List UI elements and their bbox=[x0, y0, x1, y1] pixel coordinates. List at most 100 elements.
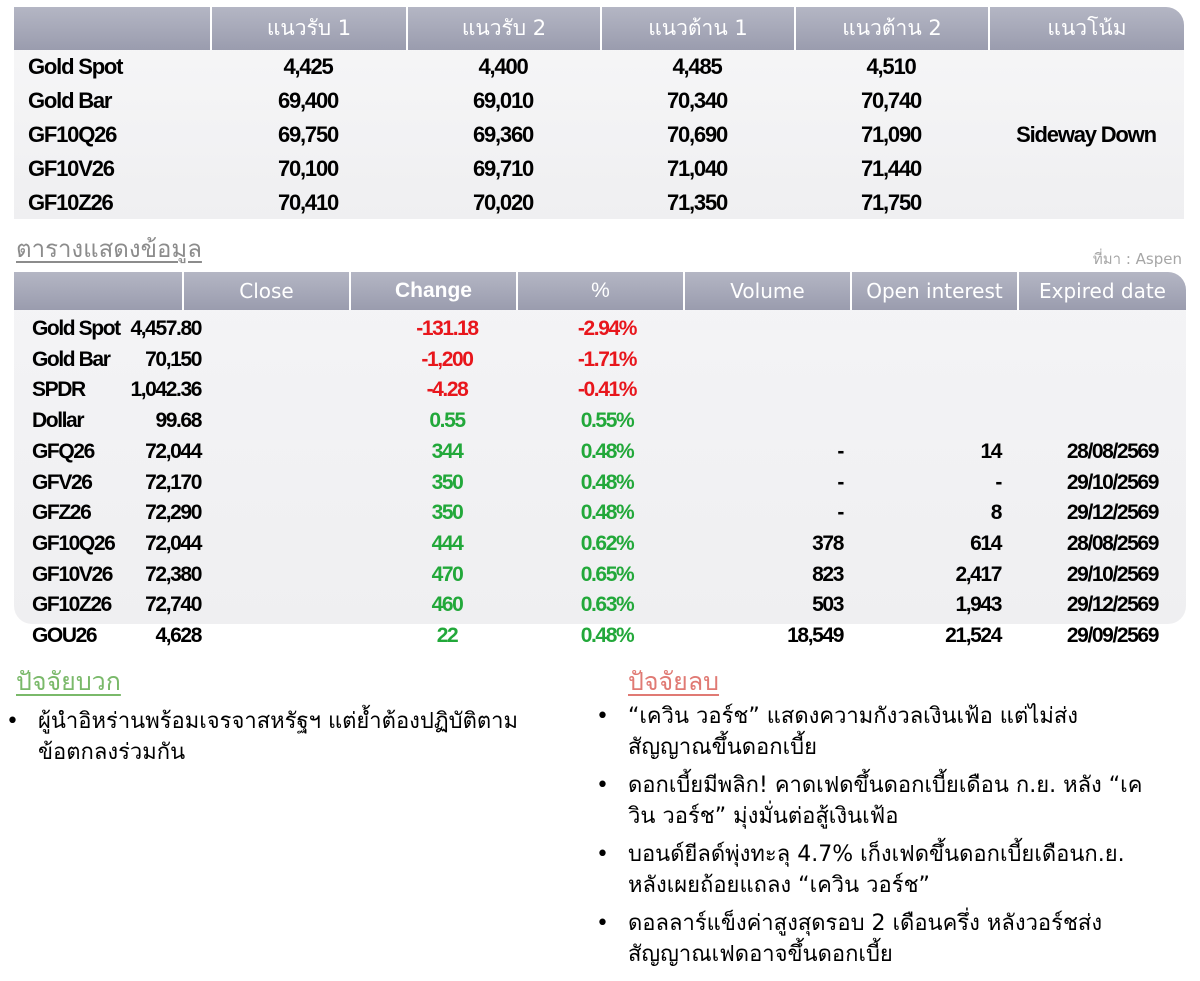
dt-open-interest-value: 8 bbox=[990, 501, 1003, 525]
dt-volume-value: 18,549 bbox=[787, 624, 844, 647]
bullet-icon: • bbox=[596, 773, 609, 798]
sr-s1-value: 69,750 bbox=[277, 122, 339, 147]
dt-header-volume: Volume bbox=[683, 272, 850, 310]
dt-close-value: 70,150 bbox=[145, 347, 202, 371]
dt-change-value: -131.18 bbox=[416, 317, 479, 340]
dt-instrument-name: Dollar bbox=[32, 409, 85, 433]
sr-s1-value: 4,425 bbox=[283, 54, 333, 79]
dt-row: Gold Spot 4,457.80 -131.18 -2.94% bbox=[14, 314, 1186, 344]
dt-instrument-name: GFZ26 bbox=[32, 501, 92, 525]
dt-volume-value: 823 bbox=[812, 562, 844, 586]
dt-instrument-name: GF10Z26 bbox=[32, 593, 112, 617]
positive-factor-item: • ผู้นำอิหร่านพร้อมเจรจาสหรัฐฯ แต่ย้ำต้อง… bbox=[6, 706, 546, 768]
sr-r2-value: 71,750 bbox=[860, 190, 922, 215]
dt-instrument-name: Gold Spot bbox=[32, 317, 121, 340]
dt-close-value: 4,457.80 bbox=[130, 317, 202, 340]
sr-s2-value: 69,010 bbox=[472, 88, 534, 113]
sr-row: GF10V26 70,100 69,710 71,040 71,440 bbox=[14, 152, 1184, 186]
sr-s2-value: 70,020 bbox=[472, 190, 534, 215]
dt-open-interest-value: 21,524 bbox=[945, 624, 1002, 647]
positive-factors-list: • ผู้นำอิหร่านพร้อมเจรจาสหรัฐฯ แต่ย้ำต้อง… bbox=[6, 706, 546, 775]
dt-close-value: 72,170 bbox=[145, 470, 202, 494]
dt-instrument-name: SPDR bbox=[32, 378, 86, 402]
sr-s2-value: 4,400 bbox=[478, 54, 528, 79]
sr-r1-value: 70,690 bbox=[666, 122, 728, 147]
sr-instrument-name: GF10Z26 bbox=[28, 190, 114, 215]
dt-change-value: 22 bbox=[436, 624, 459, 647]
sr-header-blank bbox=[14, 7, 210, 50]
dt-row: GF10Z26 72,740 460 0.63% 503 1,943 29/12/2569 bbox=[14, 590, 1186, 620]
section-title: ตารางแสดงข้อมูล bbox=[16, 235, 202, 263]
bullet-icon: • bbox=[596, 911, 609, 936]
dt-open-interest-value: 2,417 bbox=[955, 562, 1002, 586]
dt-close-value: 72,044 bbox=[145, 439, 202, 463]
dt-instrument-name: GF10V26 bbox=[32, 562, 113, 586]
dt-open-interest-value: 614 bbox=[970, 531, 1002, 555]
dt-header-expired-date: Expired date bbox=[1017, 272, 1186, 310]
sr-row: Gold Spot 4,425 4,400 4,485 4,510 bbox=[14, 50, 1184, 84]
dt-volume-value: - bbox=[837, 470, 844, 494]
dt-row: GF10V26 72,380 470 0.65% 823 2,417 29/10/2569 bbox=[14, 560, 1186, 590]
dt-instrument-name: GF10Q26 bbox=[32, 531, 116, 555]
dt-volume-value: - bbox=[837, 439, 844, 463]
sr-instrument-name: GF10Q26 bbox=[28, 122, 117, 147]
dt-change-value: 460 bbox=[431, 593, 464, 617]
dt-change-value: 350 bbox=[431, 470, 464, 494]
dt-row: GFZ26 72,290 350 0.48% - 8 29/12/2569 bbox=[14, 498, 1186, 528]
dt-header-blank bbox=[14, 272, 182, 310]
dt-percent-value: 0.62% bbox=[580, 531, 635, 555]
dt-expired-date-value: 29/12/2569 bbox=[1066, 593, 1160, 617]
dt-change-value: 444 bbox=[431, 531, 464, 555]
dt-expired-date-value: 28/08/2569 bbox=[1066, 531, 1160, 555]
dt-percent-value: -2.94% bbox=[577, 317, 638, 340]
support-resistance-table: แนวรับ 1 แนวรับ 2 แนวต้าน 1 แนวต้าน 2 แน… bbox=[14, 7, 1184, 219]
dt-percent-value: 0.48% bbox=[580, 624, 635, 647]
dt-percent-value: 0.65% bbox=[580, 562, 635, 586]
positive-factors-title: ปัจจัยบวก bbox=[16, 667, 121, 696]
dt-change-value: 470 bbox=[431, 562, 464, 586]
dt-percent-value: 0.63% bbox=[580, 593, 635, 617]
dt-row: Gold Bar 70,150 -1,200 -1.71% bbox=[14, 345, 1186, 375]
sr-s2-value: 69,710 bbox=[472, 156, 534, 181]
bullet-icon: • bbox=[596, 704, 609, 729]
negative-factor-text: “เควิน วอร์ช” แสดงความกังวลเงินเฟ้อ แต่ไ… bbox=[628, 704, 1078, 760]
dt-volume-value: 503 bbox=[812, 593, 844, 617]
dt-close-value: 4,628 bbox=[155, 624, 202, 647]
sr-row: GF10Z26 70,410 70,020 71,350 71,750 bbox=[14, 186, 1184, 219]
negative-factors-list: • “เควิน วอร์ช” แสดงความกังวลเงินเฟ้อ แต่… bbox=[596, 701, 1156, 977]
sr-r1-value: 71,040 bbox=[666, 156, 728, 181]
sr-s2-value: 69,360 bbox=[472, 122, 534, 147]
negative-factor-text: ดอลลาร์แข็งค่าสูงสุดรอบ 2 เดือนครึ่ง หลั… bbox=[628, 911, 1103, 967]
dt-close-value: 99.68 bbox=[155, 409, 202, 433]
sr-trend-value: Sideway Down bbox=[1016, 121, 1157, 147]
sr-row: GF10Q26 69,750 69,360 70,690 71,090 bbox=[14, 118, 1184, 152]
dt-percent-value: 0.48% bbox=[580, 439, 635, 463]
sr-r2-value: 4,510 bbox=[866, 54, 916, 79]
dt-close-value: 1,042.36 bbox=[130, 378, 202, 402]
dt-volume-value: 378 bbox=[812, 531, 844, 555]
sr-s1-value: 70,100 bbox=[277, 156, 339, 181]
bullet-icon: • bbox=[596, 842, 609, 867]
negative-factor-item: • “เควิน วอร์ช” แสดงความกังวลเงินเฟ้อ แต่… bbox=[596, 701, 1156, 763]
negative-factor-item: • ดอลลาร์แข็งค่าสูงสุดรอบ 2 เดือนครึ่ง หล… bbox=[596, 908, 1156, 970]
dt-header-close: Close bbox=[182, 272, 349, 310]
dt-instrument-name: GOU26 bbox=[32, 624, 98, 647]
negative-factor-item: • ดอกเบี้ยมีพลิก! คาดเฟดขึ้นดอกเบี้ยเดือน… bbox=[596, 770, 1156, 832]
dt-header-change: Change bbox=[349, 272, 516, 310]
sr-header-resistance-2: แนวต้าน 2 bbox=[794, 7, 988, 50]
sr-header-trend: แนวโน้ม bbox=[988, 7, 1184, 50]
sr-r2-value: 70,740 bbox=[860, 88, 922, 113]
sr-instrument-name: Gold Bar bbox=[28, 88, 113, 113]
sr-table-header: แนวรับ 1 แนวรับ 2 แนวต้าน 1 แนวต้าน 2 แน… bbox=[14, 7, 1184, 50]
dt-percent-value: 0.55% bbox=[580, 409, 635, 433]
dt-header-open-interest: Open interest bbox=[850, 272, 1017, 310]
source-note: ที่มา : Aspen bbox=[1092, 250, 1182, 268]
dt-row: SPDR 1,042.36 -4.28 -0.41% bbox=[14, 375, 1186, 405]
sr-r2-value: 71,440 bbox=[860, 156, 922, 181]
sr-header-resistance-1: แนวต้าน 1 bbox=[600, 7, 794, 50]
dt-change-value: 0.55 bbox=[429, 409, 466, 433]
dt-expired-date-value: 29/10/2569 bbox=[1066, 470, 1160, 494]
market-data-table: Close Change % Volume Open interest Expi… bbox=[14, 272, 1186, 624]
sr-r1-value: 71,350 bbox=[666, 190, 728, 215]
dt-volume-value: - bbox=[837, 501, 844, 525]
